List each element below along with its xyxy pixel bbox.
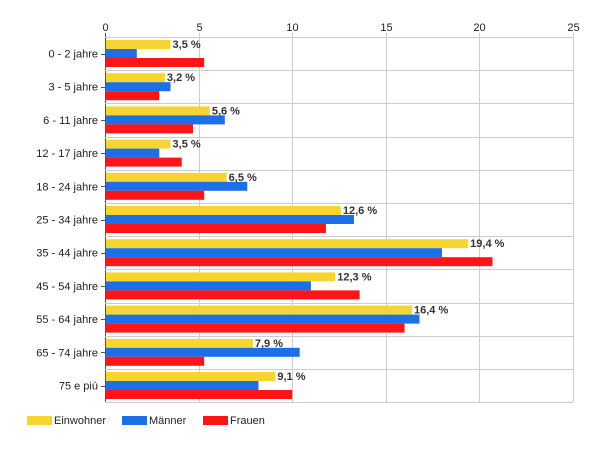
bar-männer <box>106 248 442 258</box>
data-label: 3,2 % <box>167 72 195 84</box>
bar-einwohner <box>106 305 413 315</box>
bar-frauen <box>106 157 182 167</box>
category-labels: 0 - 2 jahre 3 - 5 jahre 6 - 11 jahre 12 - 1… <box>36 49 98 393</box>
category-label: 12 - 17 jahre <box>36 148 98 160</box>
bar-männer <box>106 281 311 291</box>
legend: Einwohner Männer Frauen <box>27 415 265 427</box>
x-axis-ticks: 0 5 10 15 20 25 <box>102 22 579 34</box>
data-label: 12,6 % <box>343 205 377 217</box>
data-label: 16,4 % <box>414 305 448 317</box>
legend-label: Frauen <box>230 415 265 427</box>
category-label: 6 - 11 jahre <box>43 115 98 127</box>
bar-männer <box>106 181 248 191</box>
legend-swatch-einwohner <box>27 416 52 425</box>
bar-männer <box>106 115 225 125</box>
category-label: 35 - 44 jahre <box>36 248 98 260</box>
bar-einwohner <box>106 172 227 182</box>
bar-einwohner <box>106 239 469 249</box>
x-tick-label: 15 <box>380 22 392 34</box>
category-label: 65 - 74 jahre <box>36 347 98 359</box>
x-tick-label: 5 <box>196 22 202 34</box>
x-tick-label: 10 <box>286 22 298 34</box>
bar-frauen <box>106 91 160 101</box>
bars <box>106 40 493 399</box>
bar-einwohner <box>106 206 341 215</box>
data-labels: 3,5 % 3,2 % 5,6 % 3,5 % 6,5 % 12,6 % 19,4 % 12,… <box>167 39 505 383</box>
bar-einwohner <box>106 139 171 149</box>
category-label: 45 - 54 jahre <box>36 281 98 293</box>
bar-einwohner <box>106 106 210 116</box>
data-label: 3,5 % <box>173 39 201 51</box>
bar-männer <box>106 148 160 158</box>
bar-einwohner <box>106 40 171 49</box>
data-label: 6,5 % <box>229 172 257 184</box>
x-tick-label: 20 <box>473 22 485 34</box>
bar-einwohner <box>106 272 336 282</box>
bar-frauen <box>106 257 493 267</box>
category-label: 55 - 64 jahre <box>36 314 98 326</box>
bar-frauen <box>106 323 405 333</box>
bar-männer <box>106 381 259 390</box>
data-label: 12,3 % <box>337 271 371 283</box>
bar-frauen <box>106 390 293 399</box>
bar-frauen <box>106 124 193 134</box>
bar-frauen <box>106 190 205 200</box>
category-label: 25 - 34 jahre <box>36 215 98 227</box>
bar-frauen <box>106 356 205 366</box>
legend-swatch-frauen <box>203 416 228 425</box>
bar-männer <box>106 82 171 92</box>
bar-männer <box>106 347 300 357</box>
data-label: 7,9 % <box>255 338 283 350</box>
data-label: 19,4 % <box>470 238 504 250</box>
category-label: 18 - 24 jahre <box>36 181 98 193</box>
data-label: 5,6 % <box>212 105 240 117</box>
data-label: 3,5 % <box>173 139 201 151</box>
bar-frauen <box>106 290 360 300</box>
bar-frauen <box>106 58 205 67</box>
category-label: 3 - 5 jahre <box>48 82 98 94</box>
bar-frauen <box>106 224 326 233</box>
x-tick-label: 25 <box>567 22 579 34</box>
legend-label: Männer <box>149 415 187 427</box>
data-label: 9,1 % <box>277 371 305 383</box>
bar-männer <box>106 215 354 224</box>
legend-swatch-männer <box>122 416 147 425</box>
category-label: 0 - 2 jahre <box>48 49 98 61</box>
bar-einwohner <box>106 372 276 381</box>
grid <box>101 33 574 403</box>
category-label: 75 e più <box>59 381 98 393</box>
x-tick-label: 0 <box>102 22 108 34</box>
bar-einwohner <box>106 338 253 348</box>
bar-männer <box>106 49 137 58</box>
bar-männer <box>106 314 420 324</box>
legend-label: Einwohner <box>54 415 106 427</box>
bar-einwohner <box>106 73 165 83</box>
